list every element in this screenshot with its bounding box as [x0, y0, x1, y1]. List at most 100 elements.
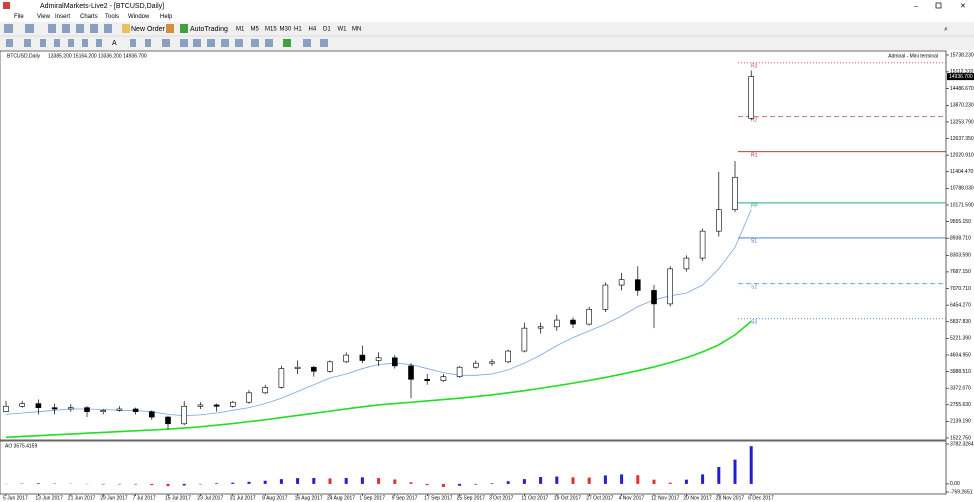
mini-terminal-label: Admiral - Mini terminal	[888, 53, 938, 59]
maximize[interactable]	[935, 2, 942, 9]
candle-body	[294, 366, 301, 369]
candle-body	[278, 368, 285, 388]
timeframe-button[interactable]: H1	[294, 27, 302, 33]
x-tick-label: 25 Sep 2017	[457, 495, 486, 501]
pivot-label: R2	[751, 117, 758, 123]
ao-bar	[36, 483, 40, 484]
candle-body	[3, 405, 9, 412]
candle-body	[715, 209, 722, 232]
y-tick-label: 13870.230	[950, 103, 974, 109]
y-tick-label: 10788.030	[950, 186, 974, 192]
y-tick-label: 5837.830	[950, 319, 971, 325]
ao-frame	[0, 440, 947, 495]
y-tick-label: 6454.270	[950, 302, 971, 308]
candle-body	[440, 376, 447, 381]
candle-body	[618, 279, 625, 286]
autotrading-button[interactable]: AutoTrading	[190, 26, 228, 33]
pivot-label: S3	[751, 320, 757, 326]
candle-body	[68, 407, 74, 410]
autotrading-icon	[180, 24, 188, 33]
y-tick-label: -769.2651	[950, 489, 973, 495]
menu-item[interactable]: Tools	[105, 14, 119, 20]
candle-body	[84, 407, 90, 412]
ao-bar	[474, 483, 478, 485]
menu-item[interactable]: View	[37, 14, 51, 20]
candle-body	[100, 410, 106, 412]
timeframe-button[interactable]: H4	[309, 27, 317, 33]
new-order-button[interactable]: New Order	[131, 26, 166, 33]
candle-body	[683, 257, 690, 270]
candle-body	[197, 404, 204, 407]
candle-body	[651, 290, 657, 305]
ao-bar	[555, 476, 559, 484]
menu-item[interactable]: Help	[160, 14, 173, 20]
y-tick-label: 9555.150	[950, 219, 971, 225]
menu-item[interactable]: File	[14, 14, 24, 20]
y-tick-label: 7687.150	[950, 269, 971, 275]
candle-body	[230, 401, 236, 407]
last-price-label: 14936.700	[949, 74, 973, 80]
x-tick-label: 28 Nov 2017	[716, 495, 745, 501]
y-tick-label: 15112.310	[950, 69, 973, 75]
candle-body	[35, 403, 42, 408]
ao-bar	[101, 483, 105, 485]
pivot-label: PP	[751, 204, 758, 210]
ao-bar	[279, 479, 283, 484]
menu-item[interactable]: Window	[128, 14, 150, 20]
ao-bar	[749, 446, 753, 484]
x-tick-label: 6 Dec 2017	[748, 495, 774, 501]
candle-body	[408, 365, 414, 380]
timeframe-button[interactable]: W1	[338, 27, 348, 33]
timeframe-button[interactable]: MN	[352, 27, 361, 33]
y-tick-label: 11404.470	[950, 169, 973, 175]
y-tick-label: 3782.3264	[950, 441, 974, 447]
x-tick-label: 23 Jul 2017	[197, 495, 223, 501]
candle-body	[327, 361, 333, 372]
pivot-label: R1	[751, 153, 758, 159]
ao-bar	[263, 480, 267, 484]
ao-bar	[409, 482, 413, 484]
timeframe-button[interactable]: M30	[280, 27, 292, 33]
x-tick-label: 12 Nov 2017	[651, 495, 680, 501]
search-icon[interactable]: ⌕	[944, 26, 948, 33]
timeframe-button[interactable]: D1	[323, 27, 331, 33]
x-tick-label: 4 Nov 2017	[619, 495, 645, 501]
ao-bar	[425, 483, 429, 486]
y-tick-label: 13253.790	[950, 119, 974, 125]
timeframe-button[interactable]: M15	[265, 27, 277, 33]
text-tool[interactable]: A	[112, 40, 117, 47]
y-tick-label: 15738.230	[950, 52, 974, 58]
ao-bar	[150, 483, 154, 486]
candle-body	[537, 326, 544, 329]
minimize[interactable]: –	[914, 3, 918, 10]
menu-item[interactable]: Insert	[55, 14, 70, 20]
candle-body	[634, 279, 641, 291]
ao-bar	[182, 483, 186, 486]
x-tick-label: 29 Jun 2017	[100, 495, 128, 501]
x-tick-label: 5 Jun 2017	[3, 495, 28, 501]
x-tick-label: 21 Jun 2017	[68, 495, 96, 501]
candle-body	[375, 357, 382, 361]
y-tick-label: 1522.750	[950, 435, 971, 441]
timeframe-button[interactable]: M5	[251, 27, 260, 33]
y-tick-label: 14486.670	[950, 86, 974, 92]
x-tick-label: 19 Oct 2017	[554, 495, 581, 501]
ao-bar	[441, 483, 445, 488]
candle-body	[246, 392, 252, 403]
timeframe-button[interactable]: M1	[236, 27, 245, 33]
y-tick-label: 3988.510	[950, 369, 971, 375]
candle-body	[667, 268, 674, 305]
candle-body	[505, 350, 512, 363]
candle-body	[456, 366, 463, 377]
ao-bar	[506, 481, 510, 484]
candle-body	[748, 76, 755, 119]
ao-bar	[668, 482, 672, 484]
y-tick-label: 4604.950	[950, 352, 971, 358]
candle-body	[116, 408, 123, 411]
menu-item[interactable]: Charts	[80, 14, 98, 20]
close[interactable]: ✕	[960, 3, 966, 10]
ao-bar	[636, 475, 640, 484]
candle-body	[391, 357, 398, 367]
x-tick-label: 20 Nov 2017	[683, 495, 712, 501]
